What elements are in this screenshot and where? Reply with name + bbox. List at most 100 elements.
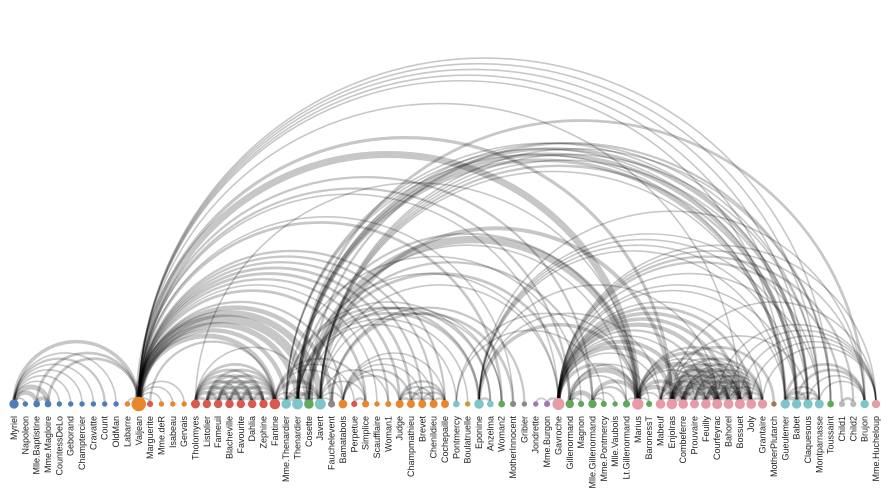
- link-arc: [319, 312, 503, 405]
- link-arc: [680, 373, 743, 405]
- link-arc: [659, 374, 719, 405]
- link-arc: [228, 385, 265, 405]
- character-label: Mme.Burgon: [542, 416, 552, 468]
- link-arc: [137, 57, 832, 405]
- link-arc: [682, 363, 764, 405]
- link-arc: [194, 380, 243, 405]
- character-label: Babet: [792, 416, 802, 440]
- link-arc: [137, 68, 809, 405]
- link-arc: [568, 363, 650, 405]
- character-node: [690, 399, 700, 409]
- link-arc: [478, 210, 866, 405]
- link-arc: [557, 272, 821, 405]
- character-label: Brujon: [860, 416, 870, 442]
- link-arc: [137, 216, 514, 405]
- character-label: Judge: [395, 416, 405, 441]
- link-arc: [671, 301, 877, 405]
- link-arc: [137, 289, 367, 405]
- link-arc: [693, 374, 753, 405]
- link-arc: [135, 321, 301, 405]
- character-node: [771, 401, 777, 407]
- link-arc: [136, 333, 278, 405]
- link-arc: [703, 385, 742, 405]
- character-label: Brevet: [417, 416, 427, 443]
- character-node: [248, 399, 257, 409]
- link-arc: [693, 369, 764, 405]
- link-arc: [818, 380, 866, 405]
- character-node: [678, 399, 688, 409]
- character-label: Fameuil: [213, 416, 223, 448]
- link-arc: [216, 374, 277, 405]
- character-label: Mlle.Gillenormand: [587, 416, 597, 489]
- character-label: Mlle.Baptistine: [32, 416, 42, 475]
- character-label: Javert: [315, 416, 325, 441]
- link-arc: [455, 329, 605, 405]
- link-arc: [137, 255, 435, 405]
- link-arc: [478, 244, 798, 405]
- character-label: Marius: [633, 416, 643, 444]
- character-node: [327, 400, 336, 408]
- link-arc: [137, 187, 571, 405]
- link-arc: [739, 335, 877, 405]
- link-arc: [342, 352, 446, 405]
- character-label: Isabeau: [168, 416, 178, 448]
- character-label: Perpetue: [349, 416, 359, 453]
- link-arc: [659, 345, 776, 405]
- link-arc: [727, 329, 877, 405]
- link-arc: [285, 153, 787, 405]
- link-arc: [568, 374, 628, 405]
- link-arc: [12, 357, 106, 405]
- character-node: [102, 401, 108, 407]
- link-arc: [670, 374, 731, 405]
- link-arc: [318, 226, 674, 405]
- link-arc: [305, 236, 642, 405]
- link-arc: [637, 357, 730, 405]
- character-node: [701, 399, 711, 409]
- link-arc: [285, 301, 492, 405]
- character-node: [22, 401, 29, 407]
- link-arc: [591, 385, 628, 405]
- link-arc: [784, 385, 821, 405]
- character-node: [474, 399, 484, 409]
- character-node: [170, 401, 176, 407]
- character-node: [124, 401, 131, 407]
- character-label: MotherPlutarch: [769, 416, 779, 477]
- link-arc: [566, 367, 641, 405]
- link-arc: [216, 385, 254, 405]
- character-node: [131, 396, 146, 412]
- link-arc: [205, 374, 265, 405]
- link-arc: [137, 176, 594, 405]
- character-label: Magnon: [576, 416, 586, 449]
- link-arc: [194, 182, 639, 405]
- character-label: Fauchelevent: [327, 416, 337, 471]
- character-node: [190, 399, 200, 409]
- link-arc: [319, 159, 809, 405]
- link-arc: [636, 346, 753, 405]
- link-arc: [556, 317, 731, 405]
- character-node: [406, 399, 415, 409]
- link-arc: [557, 289, 787, 405]
- link-arc: [319, 148, 832, 405]
- character-label: Jondrette: [531, 416, 541, 454]
- character-label: Blacheville: [225, 416, 235, 459]
- link-arc: [11, 384, 51, 405]
- link-arc: [556, 345, 674, 405]
- link-arc: [137, 284, 378, 405]
- link-arc: [13, 369, 83, 405]
- character-node: [9, 399, 19, 409]
- link-arc: [296, 272, 560, 405]
- character-label: Bossuet: [735, 416, 745, 449]
- character-label: Mlle.Vaubois: [610, 416, 620, 467]
- link-arc: [307, 142, 832, 405]
- character-label: Joly: [746, 416, 756, 433]
- link-arc: [556, 339, 686, 405]
- link-arc: [421, 391, 447, 405]
- link-arc: [557, 335, 696, 405]
- link-arc: [216, 380, 265, 405]
- character-node: [147, 400, 154, 408]
- link-arc: [296, 323, 458, 405]
- link-arc: [635, 361, 720, 405]
- character-node: [838, 400, 846, 408]
- character-node: [395, 399, 404, 409]
- link-arc: [409, 391, 435, 405]
